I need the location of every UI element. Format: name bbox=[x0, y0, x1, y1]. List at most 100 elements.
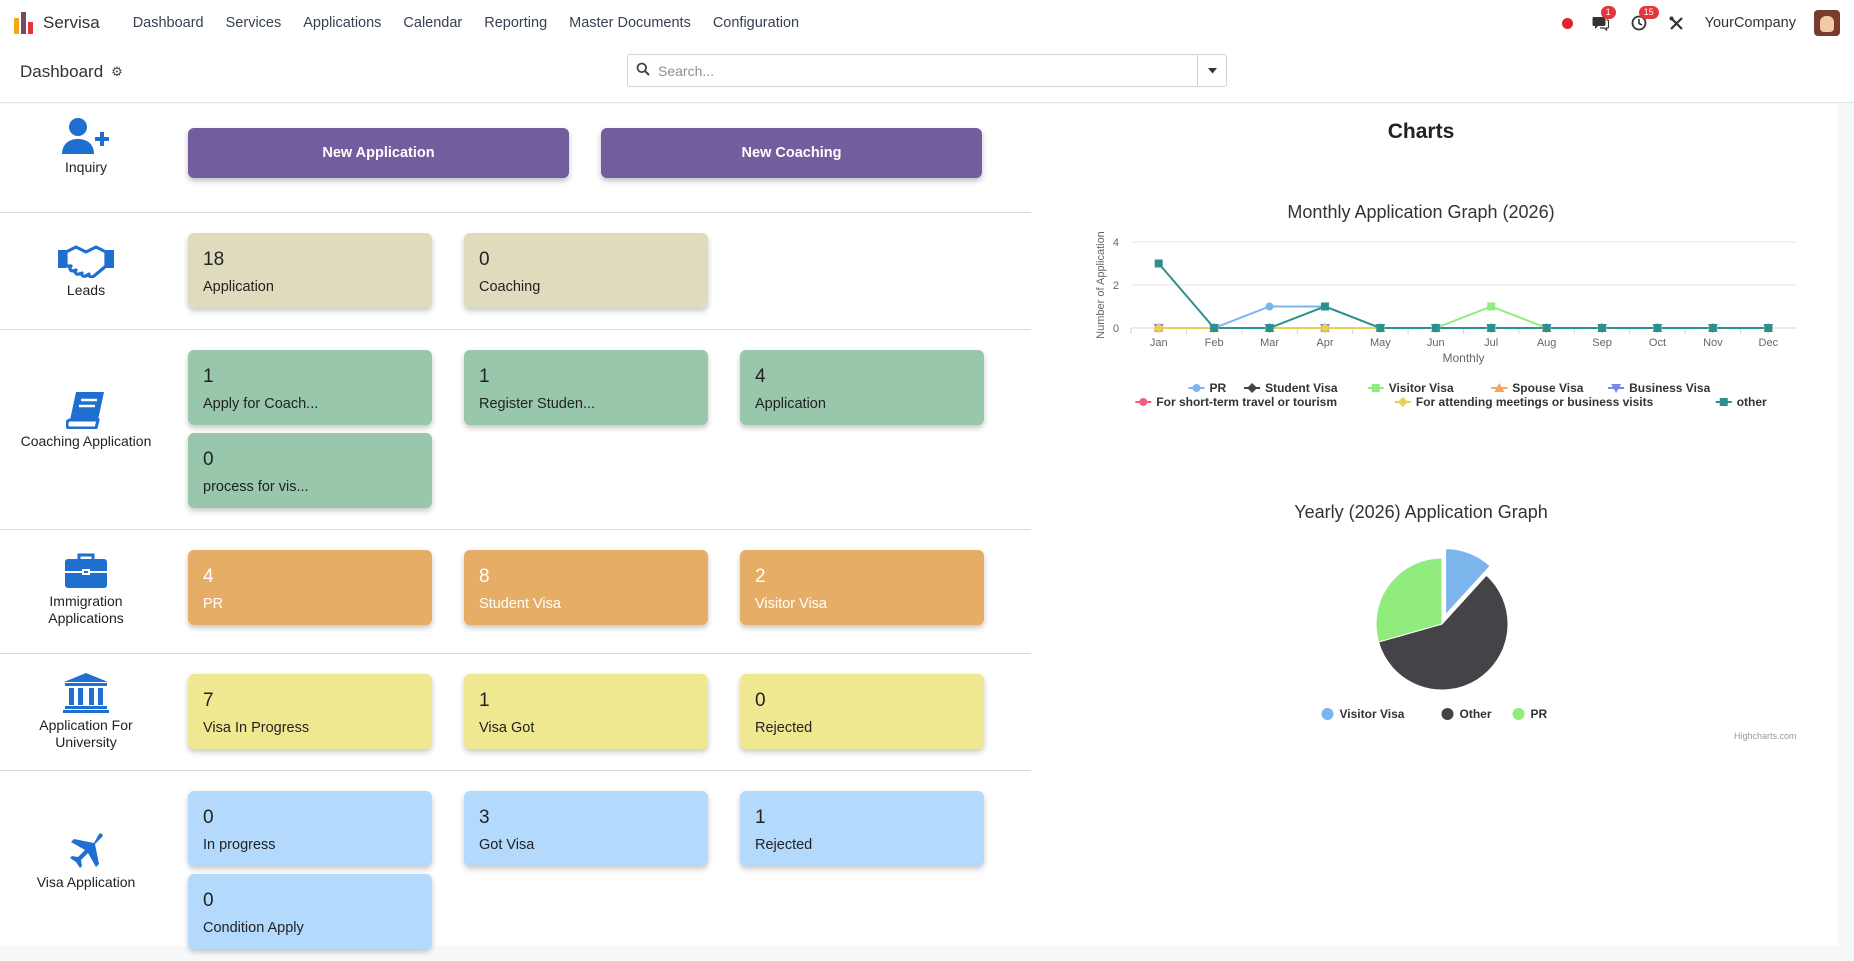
legend-label: For short-term travel or tourism bbox=[1156, 395, 1337, 409]
charts-panel: Charts Monthly Application Graph (2026) … bbox=[1031, 104, 1838, 946]
x-tick-label: Oct bbox=[1649, 337, 1666, 349]
row-visa: Visa Application 0 In progress 3 Got Vis… bbox=[0, 771, 1031, 949]
university-rejected-card[interactable]: 0 Rejected bbox=[740, 674, 984, 749]
line-chart-title: Monthly Application Graph (2026) bbox=[1287, 202, 1555, 222]
pie-chart-title: Yearly (2026) Application Graph bbox=[1294, 502, 1548, 522]
menu-dashboard[interactable]: Dashboard bbox=[132, 15, 204, 31]
menu-reporting[interactable]: Reporting bbox=[484, 15, 548, 31]
pie-slice bbox=[1377, 574, 1509, 691]
row-immigration: Immigration Applications 4 PR 8 Student … bbox=[0, 530, 1031, 654]
legend-label: PR bbox=[1531, 707, 1548, 721]
legend-marker bbox=[1512, 708, 1525, 720]
monthly-line-chart: 0 2 4 Jan Feb Mar Apr May Jun Jul Aug Sep Oct Nov Dec M… bbox=[1095, 231, 1796, 409]
legend-label: other bbox=[1737, 395, 1767, 409]
data-point bbox=[1598, 324, 1607, 332]
data-point bbox=[1487, 302, 1496, 311]
immigration-pr-card[interactable]: 4 PR bbox=[188, 550, 432, 625]
messages-button[interactable]: 1 bbox=[1591, 6, 1616, 33]
legend-marker bbox=[1139, 398, 1148, 406]
leads-section-label: Leads bbox=[0, 221, 172, 321]
menu-services[interactable]: Services bbox=[225, 15, 282, 31]
row-inquiry: Inquiry New Application New Coaching bbox=[0, 104, 1031, 213]
immigration-visitor-visa-card[interactable]: 2 Visitor Visa bbox=[740, 550, 984, 625]
coaching-process-card[interactable]: 0 process for vis... bbox=[188, 433, 432, 508]
company-switcher[interactable]: YourCompany bbox=[1704, 15, 1796, 31]
legend-marker bbox=[1397, 397, 1408, 407]
add-user-icon bbox=[62, 117, 109, 154]
menu-master-documents[interactable]: Master Documents bbox=[569, 15, 691, 31]
x-tick-label: Jan bbox=[1150, 337, 1168, 349]
menu-calendar[interactable]: Calendar bbox=[403, 15, 463, 31]
data-point bbox=[1431, 324, 1440, 332]
new-coaching-button[interactable]: New Coaching bbox=[601, 128, 982, 178]
activities-badge: 15 bbox=[1638, 6, 1659, 19]
coaching-register-card[interactable]: 1 Register Studen... bbox=[464, 350, 708, 425]
data-point bbox=[1487, 324, 1496, 332]
caret-down-icon bbox=[1207, 67, 1217, 73]
handshake-icon bbox=[58, 244, 114, 278]
data-point bbox=[1376, 324, 1385, 332]
legend-marker bbox=[1441, 708, 1454, 720]
leads-coaching-card[interactable]: 0 Coaching bbox=[464, 233, 708, 308]
legend-marker bbox=[1611, 384, 1622, 393]
user-avatar[interactable] bbox=[1814, 10, 1840, 36]
legend-marker bbox=[1321, 708, 1334, 720]
breadcrumb: Dashboard ⚙ bbox=[20, 62, 123, 82]
activities-button[interactable]: 15 bbox=[1629, 6, 1659, 33]
legend-label: Spouse Visa bbox=[1512, 381, 1583, 395]
gear-icon[interactable]: ⚙ bbox=[111, 64, 123, 79]
yearly-pie-chart: Visitor Visa Other PR bbox=[1321, 548, 1548, 721]
immigration-student-visa-card[interactable]: 8 Student Visa bbox=[464, 550, 708, 625]
university-visa-got-card[interactable]: 1 Visa Got bbox=[464, 674, 708, 749]
x-axis-label: Monthly bbox=[1442, 351, 1484, 365]
briefcase-icon bbox=[65, 553, 107, 588]
legend-label: For attending meetings or business visit… bbox=[1416, 395, 1654, 409]
data-point bbox=[1265, 324, 1274, 332]
legend-label: Visitor Visa bbox=[1340, 707, 1405, 721]
legend-label: Other bbox=[1460, 707, 1492, 721]
chart-credits[interactable]: Highcharts.com bbox=[1734, 731, 1797, 741]
tools-icon bbox=[1669, 16, 1683, 30]
visa-in-progress-card[interactable]: 0 In progress bbox=[188, 791, 432, 866]
x-tick-label: Sep bbox=[1592, 337, 1612, 349]
menu-applications[interactable]: Applications bbox=[303, 15, 382, 31]
legend-marker bbox=[1371, 384, 1380, 392]
legend-label: Student Visa bbox=[1265, 381, 1338, 395]
series-line bbox=[1157, 262, 1769, 329]
leads-application-card[interactable]: 18 Application bbox=[188, 233, 432, 308]
coaching-application-card[interactable]: 4 Application bbox=[740, 350, 984, 425]
university-visa-in-progress-card[interactable]: 7 Visa In Progress bbox=[188, 674, 432, 749]
legend-label: Business Visa bbox=[1629, 381, 1710, 395]
visa-rejected-card[interactable]: 1 Rejected bbox=[740, 791, 984, 866]
data-point bbox=[1210, 324, 1219, 332]
data-point bbox=[1154, 259, 1163, 268]
row-coaching: Coaching Application 1 Apply for Coach..… bbox=[0, 330, 1031, 530]
new-application-button[interactable]: New Application bbox=[188, 128, 569, 178]
x-tick-label: Dec bbox=[1759, 337, 1779, 349]
visa-got-visa-card[interactable]: 3 Got Visa bbox=[464, 791, 708, 866]
coaching-apply-card[interactable]: 1 Apply for Coach... bbox=[188, 350, 432, 425]
brand[interactable]: Servisa bbox=[14, 12, 114, 34]
y-axis-label: Number of Application bbox=[1095, 231, 1107, 339]
search-input[interactable] bbox=[658, 62, 1197, 79]
search-options-toggle[interactable] bbox=[1197, 55, 1226, 86]
record-indicator-icon[interactable] bbox=[1561, 17, 1573, 29]
x-tick-label: Apr bbox=[1316, 337, 1333, 349]
menu-configuration[interactable]: Configuration bbox=[712, 15, 800, 31]
charts-heading: Charts bbox=[1387, 120, 1455, 143]
page-title: Dashboard bbox=[20, 62, 104, 81]
data-point bbox=[1708, 324, 1717, 332]
clock-icon bbox=[1631, 15, 1647, 31]
dashboard-content: Inquiry New Application New Coaching Lea… bbox=[0, 104, 1838, 949]
y-tick-label: 2 bbox=[1113, 280, 1119, 292]
legend-label: PR bbox=[1210, 381, 1227, 395]
dashboard-tiles: Inquiry New Application New Coaching Lea… bbox=[0, 104, 1031, 949]
immigration-section-label: Immigration Applications bbox=[0, 540, 172, 640]
x-tick-label: Nov bbox=[1703, 337, 1723, 349]
pie-slice bbox=[1445, 548, 1491, 616]
brand-name: Servisa bbox=[43, 13, 100, 32]
visa-condition-apply-card[interactable]: 0 Condition Apply bbox=[188, 874, 432, 949]
debug-tools-button[interactable] bbox=[1667, 13, 1687, 33]
airplane-icon bbox=[70, 832, 103, 868]
y-tick-label: 0 bbox=[1113, 323, 1119, 335]
